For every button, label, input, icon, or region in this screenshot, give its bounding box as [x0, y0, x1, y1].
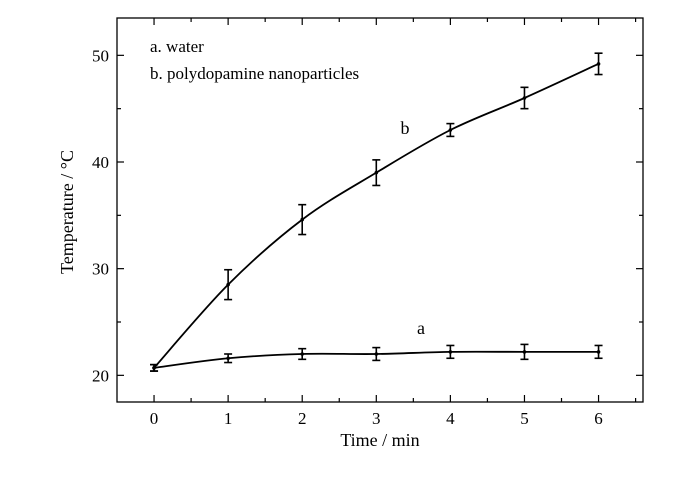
data-point-b	[300, 217, 305, 222]
data-point-b	[596, 62, 601, 66]
legend-entry: a. water	[150, 37, 204, 56]
y-tick-label: 40	[92, 153, 109, 172]
x-axis-title: Time / min	[340, 430, 419, 450]
data-point-a	[300, 352, 305, 356]
data-point-b	[522, 96, 527, 100]
x-tick-label: 6	[594, 409, 603, 428]
y-tick-label: 30	[92, 260, 109, 279]
data-point-b	[448, 128, 453, 132]
x-tick-label: 4	[446, 409, 455, 428]
x-tick-label: 3	[372, 409, 381, 428]
data-point-a	[522, 350, 527, 354]
data-point-a	[448, 350, 453, 354]
x-tick-label: 0	[150, 409, 159, 428]
y-tick-label: 50	[92, 46, 109, 65]
data-point-b	[152, 366, 156, 370]
x-tick-label: 1	[224, 409, 233, 428]
series-layer	[150, 52, 603, 372]
legend-entry: b. polydopamine nanoparticles	[150, 64, 359, 83]
y-axis: 20 30 40 50	[92, 46, 643, 385]
legend: a. water b. polydopamine nanoparticles	[150, 37, 359, 83]
x-axis: 0 1 2 3 4 5 6	[150, 18, 637, 428]
series-line-b	[153, 63, 599, 369]
y-tick-label: 20	[92, 366, 109, 385]
data-point-b	[226, 282, 230, 287]
plot-frame	[116, 17, 644, 403]
data-point-b	[374, 170, 379, 175]
x-tick-label: 5	[520, 409, 529, 428]
data-point-a	[596, 350, 601, 354]
x-tick-label: 2	[298, 409, 307, 428]
data-point-a	[374, 352, 379, 356]
series-label-b: b	[401, 118, 410, 138]
data-point-a	[226, 356, 230, 361]
series-label-a: a	[417, 318, 425, 338]
y-axis-title: Temperature / °C	[57, 150, 77, 274]
